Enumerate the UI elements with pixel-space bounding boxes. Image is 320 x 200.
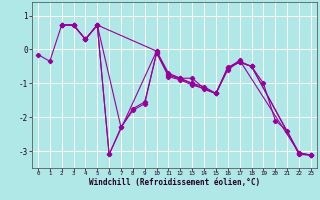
X-axis label: Windchill (Refroidissement éolien,°C): Windchill (Refroidissement éolien,°C) — [89, 178, 260, 187]
